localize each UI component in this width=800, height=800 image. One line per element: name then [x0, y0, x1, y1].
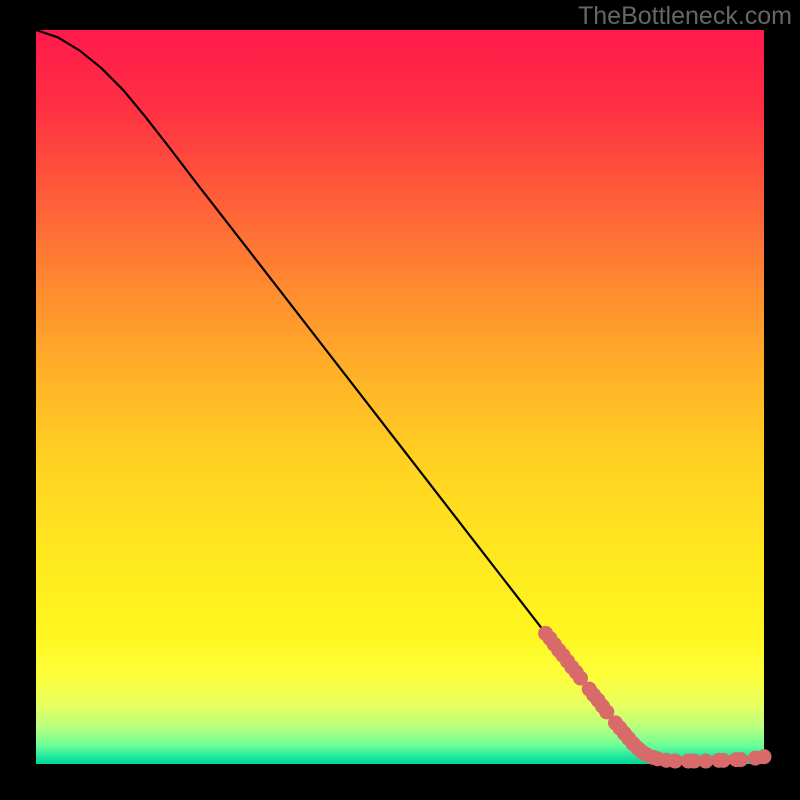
data-marker	[757, 749, 772, 764]
chart-stage: TheBottleneck.com	[0, 0, 800, 800]
plot-background	[36, 30, 764, 764]
data-marker	[716, 753, 731, 768]
data-marker	[668, 754, 683, 769]
data-marker	[733, 752, 748, 767]
chart-svg	[0, 0, 800, 800]
data-marker	[698, 754, 713, 769]
